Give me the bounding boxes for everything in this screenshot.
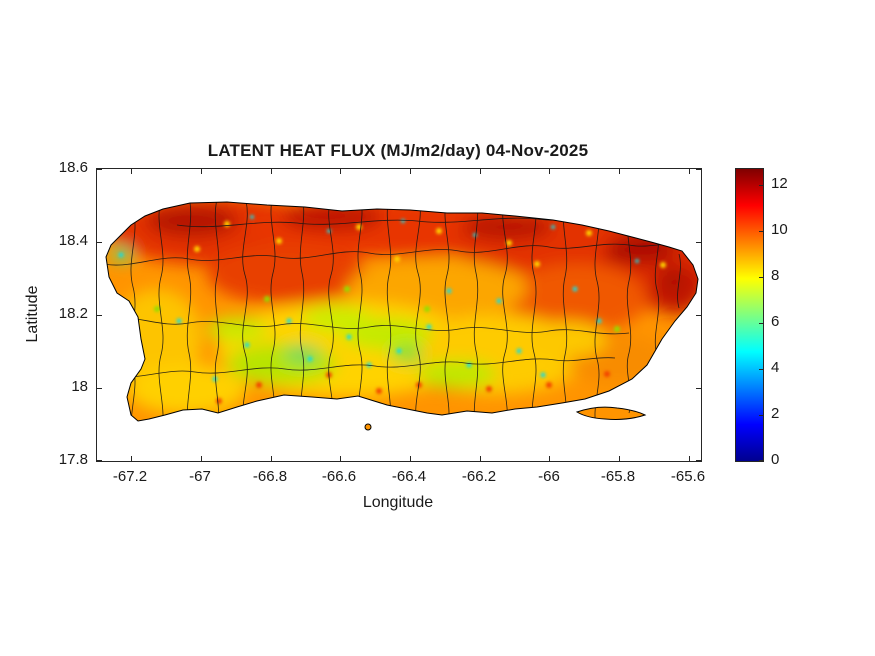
- x-tick-mark-top: [619, 169, 620, 174]
- colorbar-tick-mark: [759, 460, 763, 461]
- x-tick-mark: [340, 456, 341, 461]
- x-tick-label: -66.8: [252, 468, 288, 485]
- y-tick-mark: [97, 169, 102, 170]
- x-tick-mark: [271, 456, 272, 461]
- x-tick-label: -66.4: [391, 468, 427, 485]
- y-tick-label: 18: [71, 378, 88, 395]
- y-tick-label: 18.4: [58, 232, 88, 249]
- colorbar-tick-label: 8: [771, 267, 780, 284]
- x-tick-mark-top: [480, 169, 481, 174]
- y-tick-label: 18.6: [58, 159, 88, 176]
- y-tick-mark: [97, 388, 102, 389]
- x-tick-mark-top: [201, 169, 202, 174]
- heatmap-fill: [106, 202, 698, 430]
- y-tick-mark-right: [696, 460, 701, 461]
- colorbar-tick-mark: [759, 415, 763, 416]
- colorbar-tick-mark: [759, 277, 763, 278]
- puerto-rico-heatmap: [105, 201, 699, 431]
- plot-title: LATENT HEAT FLUX (MJ/m2/day) 04-Nov-2025: [207, 141, 589, 160]
- x-tick-label: -67.2: [112, 468, 148, 485]
- x-tick-label: -67: [189, 468, 211, 485]
- x-tick-mark-top: [549, 169, 550, 174]
- colorbar-tick-mark: [759, 231, 763, 232]
- municipal-boundaries: [106, 202, 694, 430]
- x-tick-mark-top: [410, 169, 411, 174]
- colorbar-tick-label: 0: [771, 451, 780, 468]
- x-tick-label: -65.6: [670, 468, 706, 485]
- y-tick-mark-right: [696, 315, 701, 316]
- y-tick-label: 17.8: [58, 451, 88, 468]
- x-tick-mark-top: [689, 169, 690, 174]
- x-tick-label: -66.6: [321, 468, 357, 485]
- colorbar-tick-mark: [759, 185, 763, 186]
- y-tick-label: 18.2: [58, 305, 88, 322]
- colorbar-tick-label: 4: [771, 359, 780, 376]
- x-tick-mark: [480, 456, 481, 461]
- y-tick-mark: [97, 242, 102, 243]
- colorbar-tick-label: 10: [771, 221, 788, 238]
- x-tick-mark: [131, 456, 132, 461]
- coastline: [105, 201, 699, 431]
- x-tick-mark-top: [271, 169, 272, 174]
- y-tick-mark: [97, 460, 102, 461]
- y-tick-mark-right: [696, 242, 701, 243]
- x-tick-mark: [619, 456, 620, 461]
- x-tick-mark: [549, 456, 550, 461]
- x-tick-mark: [410, 456, 411, 461]
- colorbar-tick-label: 6: [771, 313, 780, 330]
- colorbar-tick-label: 12: [771, 175, 788, 192]
- x-tick-mark: [201, 456, 202, 461]
- x-tick-mark-top: [340, 169, 341, 174]
- x-tick-mark: [689, 456, 690, 461]
- colorbar-tick-mark: [759, 369, 763, 370]
- x-axis-label: Longitude: [362, 494, 434, 511]
- y-tick-mark-right: [696, 169, 701, 170]
- x-tick-label: -66.2: [461, 468, 497, 485]
- x-tick-mark-top: [131, 169, 132, 174]
- x-tick-label: -65.8: [600, 468, 636, 485]
- y-tick-mark-right: [696, 388, 701, 389]
- colorbar: [735, 168, 764, 462]
- colorbar-tick-label: 2: [771, 405, 780, 422]
- y-tick-mark: [97, 315, 102, 316]
- colorbar-tick-mark: [759, 323, 763, 324]
- plot-area: [96, 168, 702, 462]
- x-tick-label: -66: [538, 468, 560, 485]
